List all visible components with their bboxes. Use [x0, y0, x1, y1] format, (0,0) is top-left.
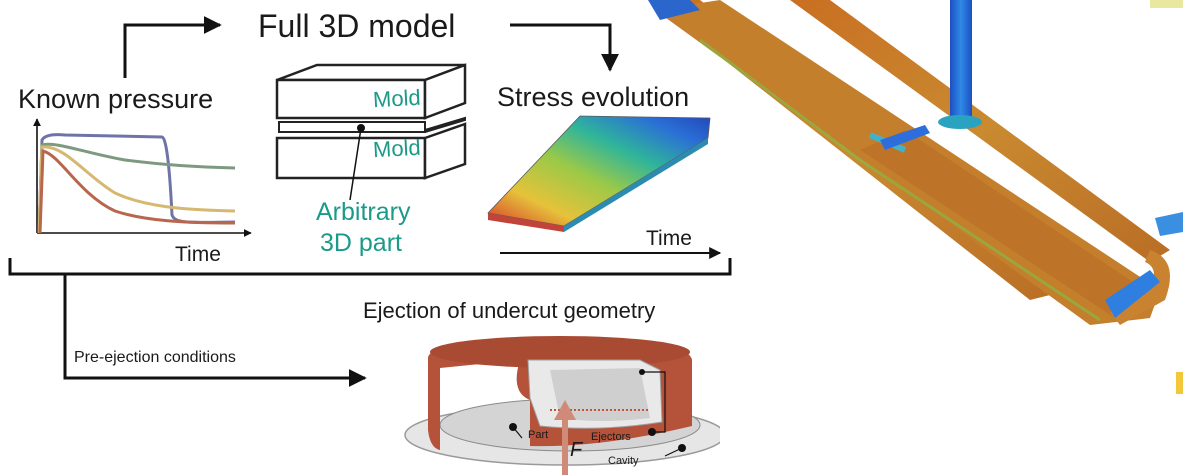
stress-evolution-title: Stress evolution — [497, 82, 690, 112]
mold-top-side — [423, 63, 467, 120]
ejectors-label: Ejectors — [591, 431, 631, 443]
vertical-pin — [950, 0, 972, 118]
force-arrow-head — [554, 400, 576, 420]
mold-top-label: Mold — [372, 84, 422, 113]
mold-bottom-side — [423, 122, 467, 180]
stress-plate-side — [564, 138, 708, 232]
stress-plate — [487, 115, 711, 232]
stress-fringe — [699, 38, 1101, 322]
ejection-render — [404, 336, 720, 475]
cavity-leader — [664, 447, 683, 457]
pressure-curve-4 — [38, 149, 236, 234]
tip-top-right — [1150, 0, 1183, 8]
part-leader — [512, 426, 523, 439]
pre-ejection-label: Pre-ejection conditions — [74, 349, 236, 366]
part-layer-front — [278, 121, 426, 133]
part-label-line2: 3D part — [320, 229, 402, 257]
pressure-curve-3 — [37, 145, 236, 234]
tip-top-left — [648, 0, 700, 20]
frame-rail-right — [790, 0, 1170, 262]
part-label: Part — [528, 429, 549, 441]
yellow-mark — [1176, 372, 1183, 394]
ejector-leader — [642, 371, 666, 433]
clip-corner — [1155, 212, 1183, 236]
force-label: F — [570, 439, 583, 461]
mold-diagram — [275, 63, 467, 201]
arrow-pre-ejection — [63, 274, 367, 387]
full-model-title: Full 3D model — [258, 8, 456, 44]
bracket — [8, 258, 732, 276]
part-label-line1: Arbitrary — [316, 198, 411, 226]
pressure-chart — [33, 118, 252, 237]
plate-end-blue — [1105, 270, 1160, 318]
known-pressure-title: Known pressure — [18, 84, 214, 114]
pressure-curve-1 — [37, 133, 236, 234]
clip-left — [880, 125, 930, 150]
ejection-title: Ejection of undercut geometry — [363, 298, 656, 323]
part-pointer-line — [349, 127, 362, 201]
arrow-to-full-model — [123, 16, 222, 78]
plate-lower — [860, 130, 1145, 318]
pin-base — [938, 115, 982, 129]
pressure-time-label: Time — [175, 243, 221, 266]
mold-bottom-label: Mold — [372, 134, 422, 163]
cavity-label: Cavity — [608, 455, 639, 467]
stress-plate-top — [487, 115, 711, 227]
stress-plate-edge — [488, 213, 564, 232]
arrow-to-stress — [510, 23, 619, 72]
cutout-shade — [550, 368, 650, 421]
stress-time-label: Time — [646, 227, 692, 250]
pressure-curve-2 — [37, 142, 236, 234]
